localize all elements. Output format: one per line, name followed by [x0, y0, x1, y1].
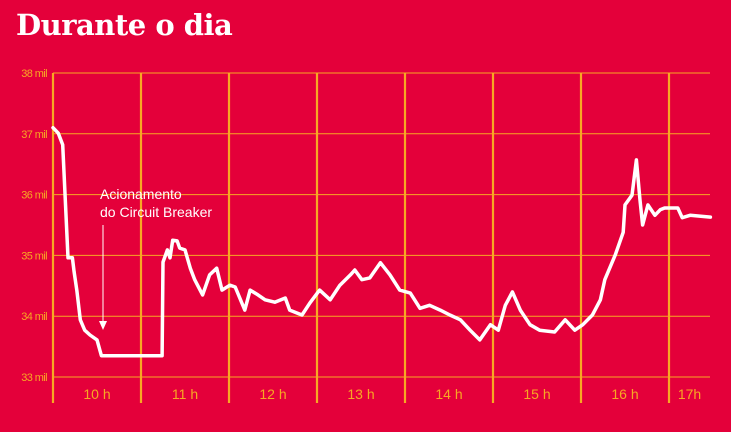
annotation-arrowhead — [99, 321, 107, 330]
x-tick-label: 10 h — [83, 386, 110, 402]
annotation-line1: Acionamento — [100, 186, 182, 202]
annotation-line2: do Circuit Breaker — [100, 204, 212, 220]
y-tick-label: 34 mil — [21, 311, 47, 323]
y-tick-label: 36 mil — [21, 190, 47, 202]
series-line — [51, 125, 713, 358]
y-tick-label: 37 mil — [21, 129, 47, 141]
y-tick-label: 38 mil — [21, 68, 47, 80]
x-tick-label: 17h — [678, 386, 701, 402]
x-tick-label: 15 h — [523, 386, 550, 402]
x-tick-label: 16 h — [611, 386, 638, 402]
chart-title: Durante o dia — [16, 8, 233, 42]
x-tick-label: 14 h — [435, 386, 462, 402]
y-tick-label: 35 mil — [21, 250, 47, 262]
x-tick-label: 11 h — [172, 386, 198, 402]
x-tick-label: 13 h — [347, 386, 374, 402]
x-tick-label: 12 h — [259, 386, 286, 402]
annotation: Acionamento do Circuit Breaker — [99, 186, 212, 330]
y-tick-label: 33 mil — [21, 372, 47, 384]
